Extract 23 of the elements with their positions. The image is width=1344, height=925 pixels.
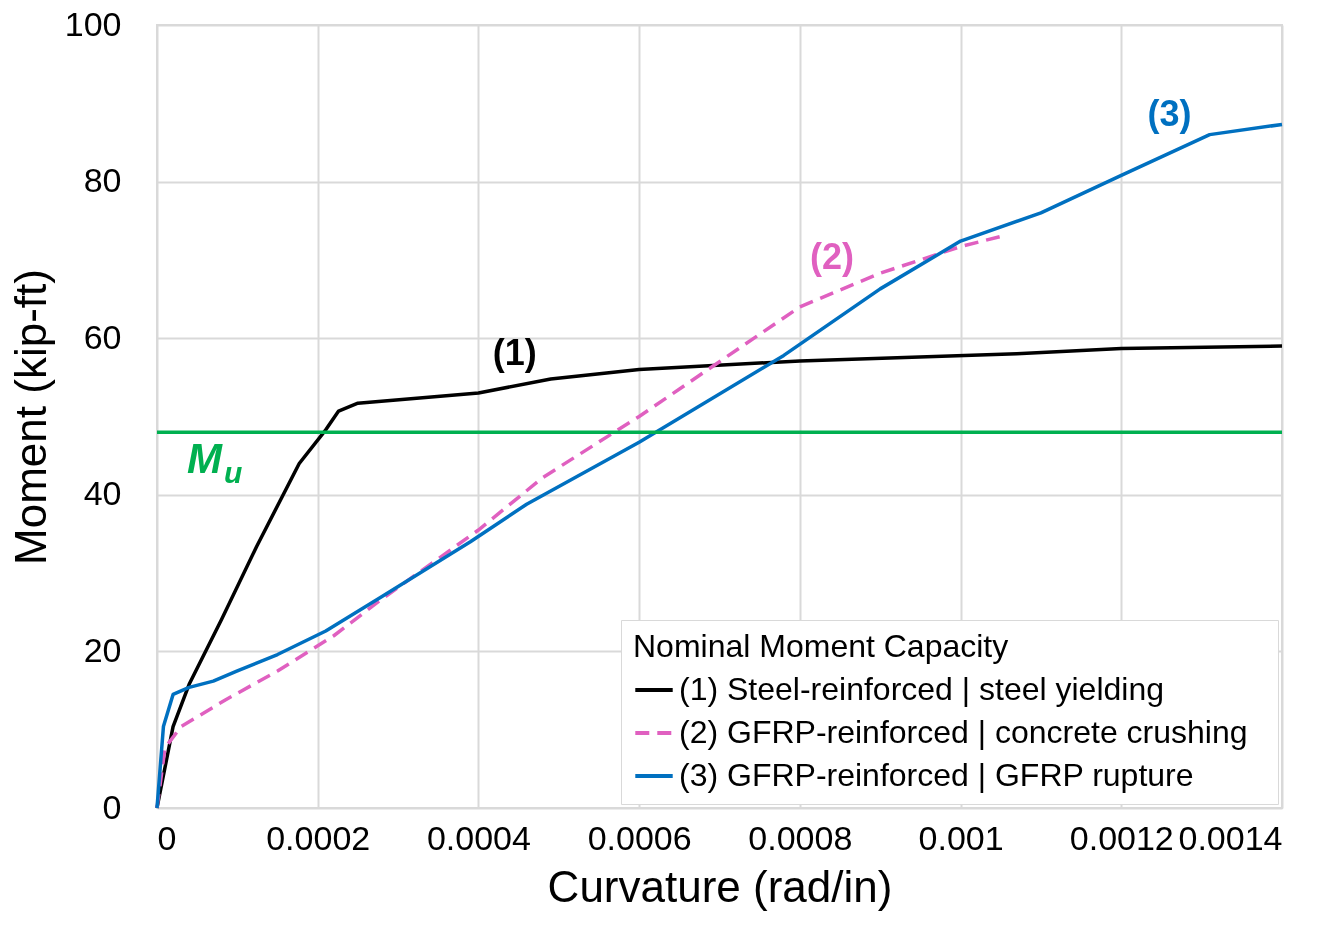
x-tick-label: 0.001 [918,818,1004,857]
x-axis-title: Curvature (rad/in) [547,861,893,911]
y-tick-label: 40 [83,474,122,513]
y-tick-label: 60 [83,317,122,356]
x-tick-label: 0 [157,818,177,857]
y-tick-label: 0 [102,787,122,826]
y-axis-title: Moment (kip-ft) [5,269,55,565]
y-tick-label: 100 [64,4,122,43]
annotation: (3) [1147,93,1192,135]
legend-label: (3) GFRP-reinforced | GFRP rupture [679,757,1194,793]
legend-title: Nominal Moment Capacity [633,628,1009,664]
annotation: (1) [492,331,537,373]
y-tick-label: 20 [83,630,122,669]
legend-label: (1) Steel-reinforced | steel yielding [679,671,1164,707]
x-tick-label: 0.0006 [587,818,692,857]
y-tick-label: 80 [83,161,122,200]
annotation: (2) [810,236,854,278]
x-tick-label: 0.0004 [426,818,531,857]
x-tick-label: 0.0014 [1178,818,1283,857]
x-tick-label: 0.0002 [266,818,371,857]
x-tick-label: 0.0008 [748,818,853,857]
x-tick-label: 0.0012 [1069,818,1174,857]
legend-label: (2) GFRP-reinforced | concrete crushing [679,714,1248,750]
